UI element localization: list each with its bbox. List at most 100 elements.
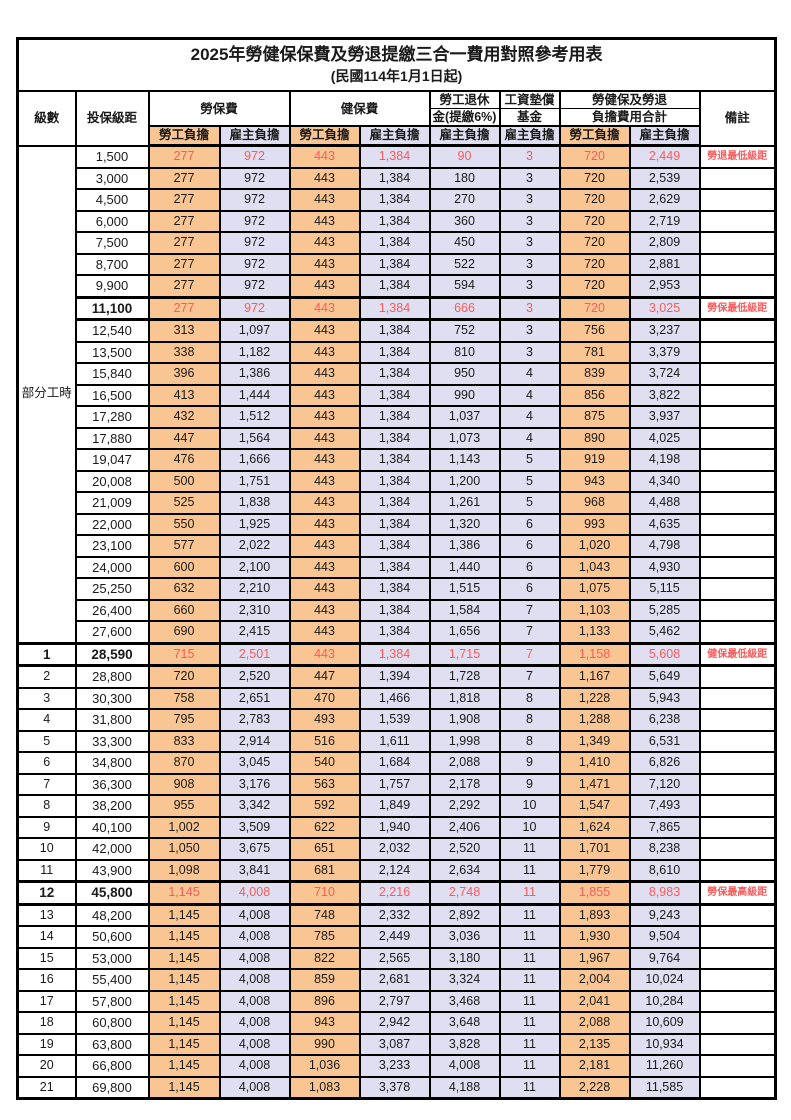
cell-note: [698, 362, 777, 386]
cell-health-employee: 822: [288, 946, 361, 970]
cell-labor-employer: 3,045: [218, 751, 291, 775]
table-row: 17,880 447 1,564 443 1,384 1,073 4 890 4,025: [18, 426, 777, 450]
cell-total-employee: 993: [558, 512, 631, 536]
col-header-note: 備註: [698, 90, 777, 147]
cell-total-employee: 2,004: [558, 968, 631, 992]
table-row: 25,250 632 2,210 443 1,384 1,515 6 1,075 5,115: [18, 577, 777, 601]
cell-salary-bracket: 48,200: [74, 903, 150, 927]
cell-health-employee: 443: [288, 577, 361, 601]
cell-total-employee: 756: [558, 318, 631, 343]
cell-total-employee: 1,020: [558, 534, 631, 558]
table-row: 19 63,800 1,145 4,008 990 3,087 3,828 11 2,135 10…: [16, 1032, 777, 1056]
cell-health-employer: 1,384: [358, 295, 431, 321]
cell-total-employer: 10,609: [628, 1011, 701, 1035]
cell-level: 1: [16, 641, 77, 667]
cell-pension-employer: 2,520: [428, 837, 501, 861]
title-block: 2025年勞健保保費及勞退提繳三合一費用對照參考用表 (民國114年1月1日起): [16, 37, 777, 92]
cell-fund-employer: 6: [498, 534, 561, 558]
cell-fund-employer: 4: [498, 405, 561, 429]
cell-total-employer: 4,635: [628, 512, 701, 536]
cell-salary-bracket: 3,000: [74, 166, 150, 190]
cell-health-employer: 1,384: [358, 144, 431, 169]
cell-level: 8: [16, 794, 77, 818]
cell-note: [698, 946, 777, 970]
cell-pension-employer: 1,386: [428, 534, 501, 558]
cell-health-employer: 1,611: [358, 729, 431, 753]
cell-labor-employer: 4,008: [218, 880, 291, 906]
cell-salary-bracket: 17,880: [74, 426, 150, 450]
cell-pension-employer: 990: [428, 383, 501, 407]
cell-labor-employer: 972: [218, 274, 291, 298]
cell-health-employer: 2,681: [358, 968, 431, 992]
cell-health-employee: 443: [288, 620, 361, 644]
cell-note: [698, 252, 777, 276]
cell-fund-employer: 11: [498, 858, 561, 883]
cell-salary-bracket: 36,300: [74, 772, 150, 796]
cell-labor-employer: 4,008: [218, 1075, 291, 1100]
cell-note: [698, 491, 777, 515]
cell-health-employee: 443: [288, 448, 361, 472]
cell-labor-employee: 1,145: [147, 1032, 221, 1056]
cell-health-employer: 1,384: [358, 383, 431, 407]
cell-total-employer: 3,724: [628, 362, 701, 386]
cell-health-employee: 896: [288, 989, 361, 1013]
cell-labor-employer: 2,783: [218, 708, 291, 732]
table-row: 6,000 277 972 443 1,384 360 3 720 2,719: [18, 209, 777, 233]
cell-total-employer: 6,238: [628, 708, 701, 732]
cell-total-employer: 2,449: [628, 144, 701, 169]
cell-note: 健保最低級距: [698, 641, 777, 667]
cell-level: 5: [16, 729, 77, 753]
cell-fund-employer: 3: [498, 188, 561, 212]
cell-labor-employee: 600: [147, 555, 221, 579]
premium-table: 2025年勞健保保費及勞退提繳三合一費用對照參考用表 (民國114年1月1日起)…: [16, 37, 778, 1100]
cell-total-employee: 1,349: [558, 729, 631, 753]
cell-health-employee: 443: [288, 383, 361, 407]
cell-pension-employer: 1,037: [428, 405, 501, 429]
cell-pension-employer: 360: [428, 209, 501, 233]
cell-health-employee: 622: [288, 815, 361, 839]
table-row: 7 36,300 908 3,176 563 1,757 2,178 9 1,471 7,120: [16, 772, 777, 796]
cell-labor-employee: 277: [147, 252, 221, 276]
cell-note: [698, 469, 777, 493]
cell-labor-employee: 277: [147, 295, 221, 321]
cell-fund-employer: 6: [498, 512, 561, 536]
cell-fund-employer: 7: [498, 664, 561, 689]
cell-total-employer: 4,488: [628, 491, 701, 515]
cell-fund-employer: 3: [498, 274, 561, 298]
cell-total-employer: 8,238: [628, 837, 701, 861]
cell-labor-employer: 3,509: [218, 815, 291, 839]
cell-total-employer: 6,826: [628, 751, 701, 775]
subheader-labor-employee: 勞工負擔: [147, 125, 221, 147]
cell-labor-employee: 500: [147, 469, 221, 493]
cell-health-employee: 990: [288, 1032, 361, 1056]
cell-total-employer: 3,237: [628, 318, 701, 343]
table-row: 16,500 413 1,444 443 1,384 990 4 856 3,822: [18, 383, 777, 407]
cell-pension-employer: 1,908: [428, 708, 501, 732]
cell-health-employer: 3,233: [358, 1054, 431, 1078]
cell-labor-employer: 4,008: [218, 1011, 291, 1035]
cell-health-employer: 1,384: [358, 405, 431, 429]
cell-health-employee: 592: [288, 794, 361, 818]
col-header-health-insurance: 健保費: [288, 90, 431, 127]
cell-pension-employer: 1,200: [428, 469, 501, 493]
cell-health-employee: 1,083: [288, 1075, 361, 1100]
cell-salary-bracket: 24,000: [74, 555, 150, 579]
cell-pension-employer: 1,261: [428, 491, 501, 515]
cell-health-employer: 1,384: [358, 598, 431, 622]
table-row: 19,047 476 1,666 443 1,384 1,143 5 919 4,198: [18, 448, 777, 472]
cell-labor-employee: 955: [147, 794, 221, 818]
cell-health-employee: 681: [288, 858, 361, 883]
cell-note: 勞退最低級距: [698, 144, 777, 169]
cell-labor-employee: 908: [147, 772, 221, 796]
cell-labor-employer: 2,100: [218, 555, 291, 579]
cell-pension-employer: 2,292: [428, 794, 501, 818]
cell-fund-employer: 11: [498, 837, 561, 861]
cell-note: [698, 1011, 777, 1035]
cell-salary-bracket: 53,000: [74, 946, 150, 970]
cell-health-employer: 1,384: [358, 252, 431, 276]
table-row: 27,600 690 2,415 443 1,384 1,656 7 1,133 5,462: [18, 620, 777, 644]
cell-labor-employee: 720: [147, 664, 221, 689]
cell-pension-employer: 450: [428, 231, 501, 255]
cell-labor-employer: 2,210: [218, 577, 291, 601]
cell-health-employer: 1,384: [358, 448, 431, 472]
